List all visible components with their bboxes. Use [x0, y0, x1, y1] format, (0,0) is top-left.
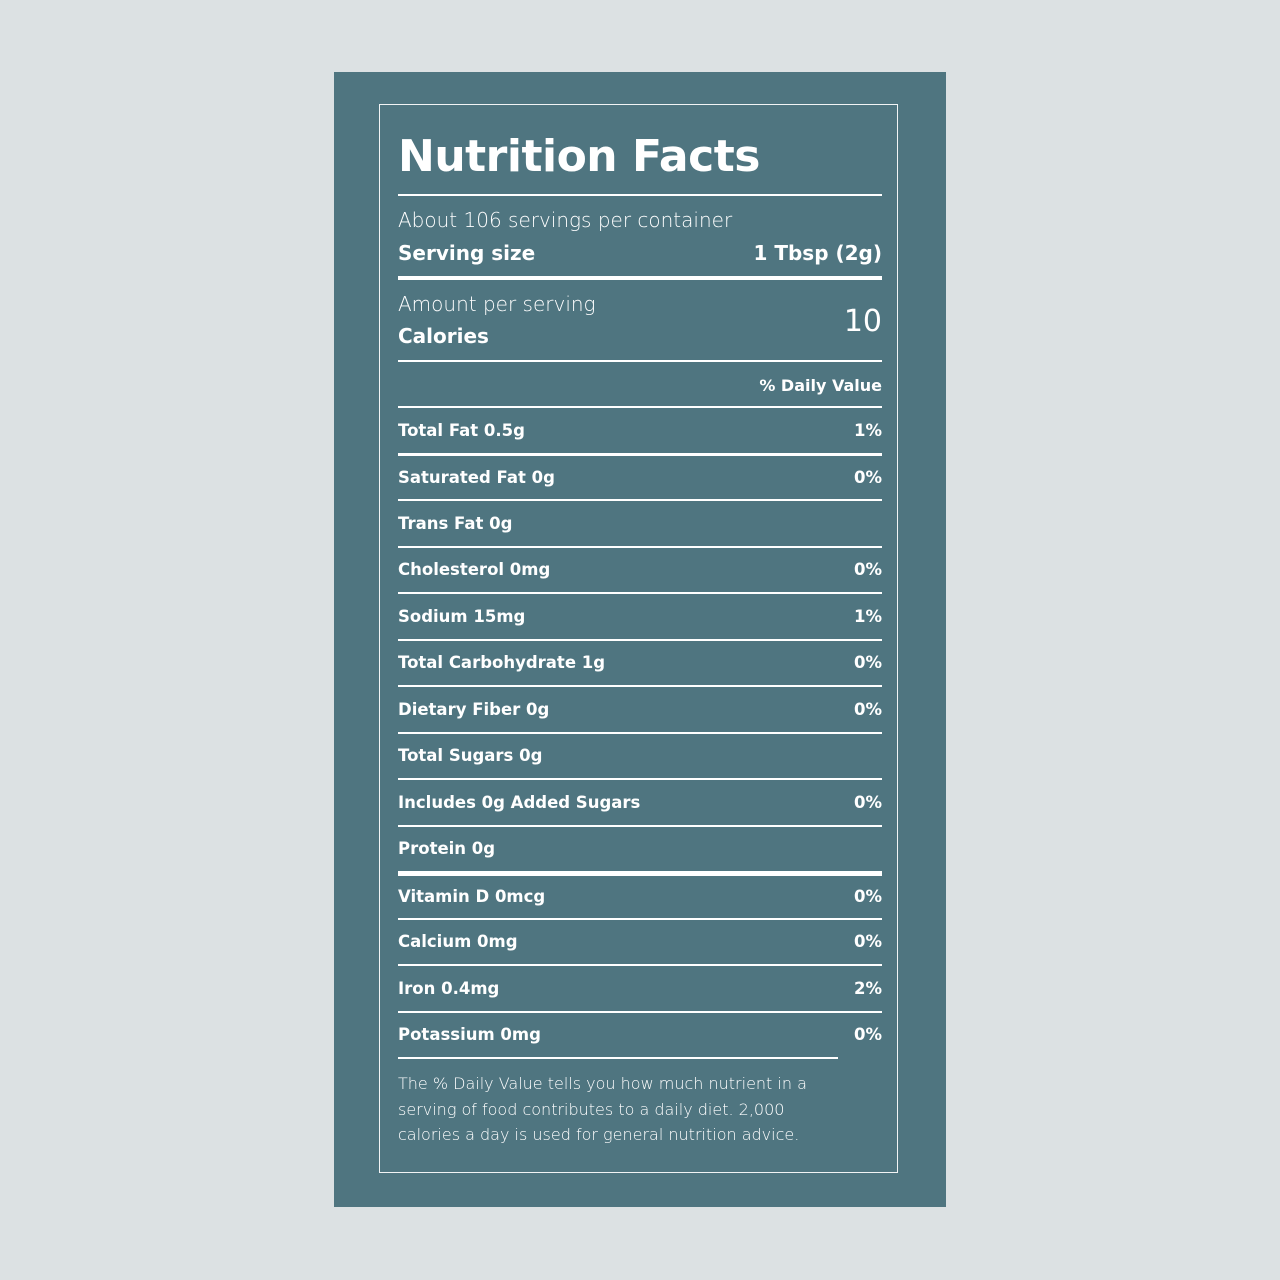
calories-section: Amount per serving Calories 10 [398, 280, 882, 360]
calories-value: 10 [843, 304, 882, 339]
nutrient-row: Calcium 0mg 0% [398, 917, 882, 965]
nutrient-label: Trans Fat 0g [398, 513, 513, 533]
nutrient-row: Total Carbohydrate 1g 0% [398, 638, 882, 686]
nutrient-daily-value: 0% [853, 699, 882, 719]
nutrient-label: Iron 0.4mg [398, 978, 500, 998]
daily-value-header: % Daily Value [759, 376, 882, 395]
nutrient-list: Total Fat 0.5g 1% Saturated Fat 0g 0% Trans … [398, 406, 882, 1057]
label-title: Nutrition Facts [398, 131, 760, 182]
nutrient-daily-value: 2% [853, 978, 882, 998]
nutrient-label: Potassium 0mg [398, 1025, 541, 1045]
nutrient-row: Total Sugars 0g [398, 731, 882, 779]
servings-per-container: About 106 servings per container [398, 208, 733, 232]
nutrient-label: Total Sugars 0g [398, 746, 543, 766]
nutrient-daily-value: 0% [853, 932, 882, 952]
nutrient-label: Protein 0g [398, 839, 496, 859]
nutrient-daily-value: 0% [853, 792, 882, 812]
divider [398, 194, 882, 196]
nutrient-row: Cholesterol 0mg 0% [398, 545, 882, 593]
thick-divider [398, 276, 882, 280]
nutrient-row: Protein 0g [398, 824, 882, 872]
serving-size-value: 1 Tbsp (2g) [753, 241, 882, 265]
nutrient-row: Saturated Fat 0g 0% [398, 452, 882, 500]
nutrient-row: Iron 0.4mg 2% [398, 964, 882, 1011]
nutrient-daily-value: 0% [853, 560, 882, 580]
divider [398, 360, 882, 362]
nutrient-daily-value: 0% [853, 1025, 882, 1045]
nutrient-label: Saturated Fat 0g [398, 467, 555, 487]
nutrient-label: Total Fat 0.5g [398, 420, 525, 440]
nutrient-daily-value: 0% [853, 467, 882, 487]
nutrition-label-frame: Nutrition Facts About 106 servings per c… [379, 104, 898, 1173]
nutrient-daily-value: 0% [853, 653, 882, 673]
nutrient-daily-value: 1% [853, 606, 882, 626]
nutrient-row: Total Fat 0.5g 1% [398, 406, 882, 453]
nutrient-row: Sodium 15mg 1% [398, 592, 882, 639]
nutrient-row: Vitamin D 0mcg 0% [398, 871, 882, 918]
nutrient-label: Vitamin D 0mcg [398, 887, 546, 907]
nutrient-label: Cholesterol 0mg [398, 560, 551, 580]
nutrient-row: Trans Fat 0g [398, 499, 882, 546]
nutrient-label: Dietary Fiber 0g [398, 699, 550, 719]
nutrient-row: Dietary Fiber 0g 0% [398, 685, 882, 732]
nutrient-row: Potassium 0mg 0% [398, 1010, 882, 1058]
calories-label: Calories [398, 324, 489, 348]
nutrient-daily-value: 0% [853, 887, 882, 907]
footnote: The % Daily Value tells you how much nut… [398, 1057, 838, 1148]
nutrient-row: Includes 0g Added Sugars 0% [398, 778, 882, 825]
nutrient-label: Calcium 0mg [398, 932, 518, 952]
nutrient-label: Includes 0g Added Sugars [398, 792, 641, 812]
serving-size-row: Serving size 1 Tbsp (2g) [398, 236, 882, 276]
nutrition-label-panel: Nutrition Facts About 106 servings per c… [334, 72, 946, 1207]
nutrient-daily-value: 1% [853, 420, 882, 440]
amount-per-serving: Amount per serving [398, 292, 596, 316]
nutrient-label: Total Carbohydrate 1g [398, 653, 606, 673]
nutrient-label: Sodium 15mg [398, 606, 526, 626]
nutrition-label-content: Nutrition Facts About 106 servings per c… [398, 105, 882, 1148]
serving-size-label: Serving size [398, 241, 536, 265]
